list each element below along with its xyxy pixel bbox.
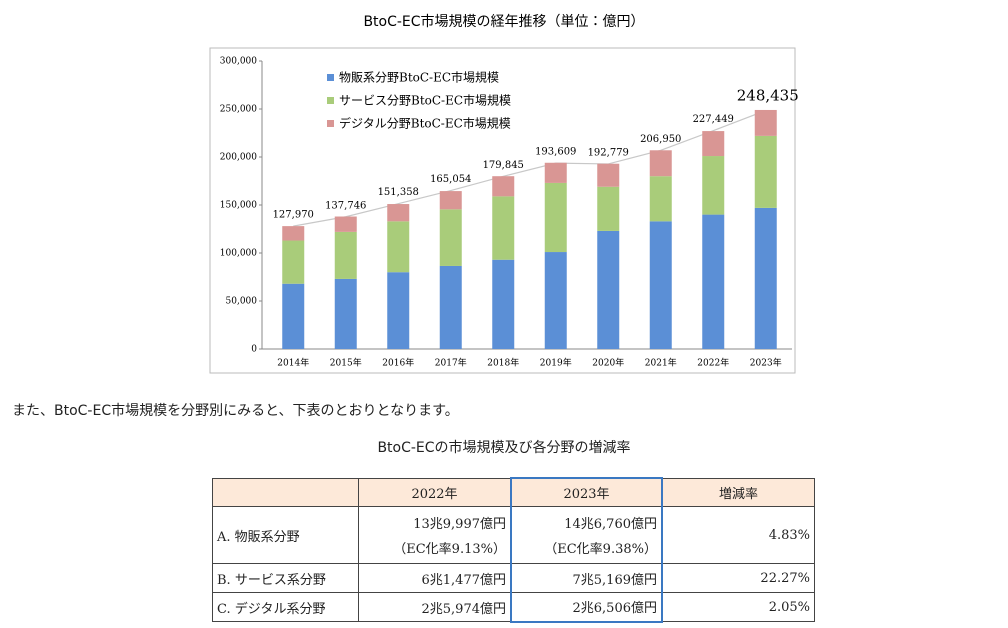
row-label: C. デジタル系分野: [212, 592, 359, 622]
y-tick-label: 150,000: [220, 201, 257, 211]
total-label: 227,449: [693, 114, 734, 125]
total-label: 179,845: [483, 160, 524, 171]
bar-segment: [544, 162, 567, 183]
bar-segment: [754, 207, 777, 349]
header-cell: 2022年: [358, 477, 512, 507]
table: 2022年 2023年 増減率 A. 物販系分野 13兆9,997億円 （EC化率…: [212, 477, 815, 623]
bar-segment: [282, 283, 305, 349]
x-tick-label: 2022年: [697, 357, 729, 369]
bar-segment: [387, 272, 410, 349]
x-tick-label: 2016年: [382, 357, 414, 369]
total-line: [293, 109, 766, 227]
bar-segment: [334, 278, 357, 349]
cell: 22.27%: [661, 563, 815, 593]
header-cell: 増減率: [661, 477, 815, 507]
cell-value: 14兆6,760億円: [564, 517, 657, 532]
y-tick-label: 300,000: [220, 57, 257, 67]
bar-segment: [492, 259, 515, 349]
chart: BtoC-EC市場規模の経年推移（単位：億円） 0 50,000 100,000 15…: [209, 14, 799, 374]
y-tick-label: 0: [251, 345, 257, 355]
bar-segment: [387, 204, 410, 222]
paragraph: また、BtoC-EC市場規模を分野別にみると、下表のとおりとなります。: [12, 403, 459, 419]
y-tick-label: 250,000: [220, 105, 257, 115]
bar-segment: [439, 191, 462, 210]
cell-value: 13兆9,997億円: [413, 517, 506, 532]
bar-segment: [597, 186, 620, 231]
total-label: 193,609: [535, 147, 576, 158]
legend-label: サービス分野BtoC-EC市場規模: [339, 93, 511, 108]
bar-segment: [282, 240, 305, 284]
chart-title: BtoC-EC市場規模の経年推移（単位：億円）: [363, 14, 644, 30]
bar-segment: [754, 109, 777, 136]
table-title: BtoC-ECの市場規模及び各分野の増減率: [377, 440, 631, 456]
x-tick-label: 2017年: [435, 357, 467, 369]
bar-segment: [649, 150, 672, 177]
cell: 2兆5,974億円: [358, 592, 512, 622]
bar-segment: [649, 176, 672, 222]
bar-segment: [492, 176, 515, 197]
bar-segment: [754, 135, 777, 208]
bar-segment: [702, 156, 725, 215]
total-label: 151,358: [378, 187, 419, 198]
legend-swatch: [327, 97, 334, 104]
y-tick-label: 50,000: [226, 297, 258, 307]
header-cell: 2023年: [510, 477, 663, 507]
bar-segment: [649, 221, 672, 349]
cell-note: （EC化率9.13%）: [393, 542, 506, 557]
x-tick-label: 2014年: [277, 357, 309, 369]
row-label: A. 物販系分野: [212, 506, 359, 564]
bar-segment: [544, 182, 567, 253]
cell: 4.83%: [661, 506, 815, 564]
bar-segment: [334, 216, 357, 232]
y-tick-label: 100,000: [220, 249, 257, 259]
total-label: 206,950: [640, 134, 681, 145]
x-tick-label: 2018年: [487, 357, 519, 369]
bar-segment: [492, 196, 515, 260]
bar-segment: [334, 231, 357, 279]
header-cell: [212, 477, 359, 507]
cell-note: （EC化率9.38%）: [544, 542, 657, 557]
bar-segment: [439, 209, 462, 266]
legend-label: デジタル分野BtoC-EC市場規模: [339, 116, 511, 131]
x-tick-label: 2015年: [330, 357, 362, 369]
total-label: 127,970: [273, 210, 314, 221]
cell: 14兆6,760億円 （EC化率9.38%）: [510, 506, 663, 564]
bar-segment: [702, 214, 725, 349]
row-label: B. サービス系分野: [212, 563, 359, 593]
cell: 6兆1,477億円: [358, 563, 512, 593]
bar-segment: [387, 221, 410, 273]
total-label: 248,435: [737, 87, 799, 105]
cell: 2.05%: [661, 592, 815, 622]
legend-swatch: [327, 74, 334, 81]
total-label: 137,746: [325, 200, 366, 211]
bar-segment: [597, 163, 620, 187]
total-label: 192,779: [588, 147, 629, 158]
x-tick-label: 2020年: [592, 357, 624, 369]
bar-segment: [702, 131, 725, 157]
bar-segment: [439, 265, 462, 349]
cell: 2兆6,506億円: [510, 592, 663, 623]
bar-segment: [544, 252, 567, 349]
bar-segment: [597, 230, 620, 349]
legend-label: 物販系分野BtoC-EC市場規模: [339, 70, 499, 85]
legend-swatch: [327, 120, 334, 127]
x-tick-label: 2019年: [540, 357, 572, 369]
total-label: 165,054: [430, 174, 471, 185]
cell: 13兆9,997億円 （EC化率9.13%）: [358, 506, 512, 564]
x-tick-label: 2023年: [750, 357, 782, 369]
x-tick-label: 2021年: [645, 357, 677, 369]
y-tick-label: 200,000: [220, 153, 257, 163]
bar-segment: [282, 226, 305, 241]
cell: 7兆5,169億円: [510, 563, 663, 593]
